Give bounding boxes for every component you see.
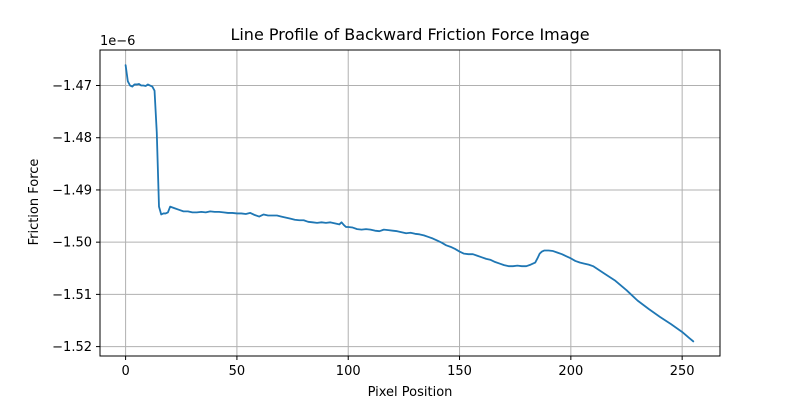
y-tick-label: −1.51: [52, 288, 92, 303]
y-tick-label: −1.49: [52, 183, 92, 198]
x-tick-label: 200: [558, 364, 583, 379]
series-line: [124, 64, 695, 343]
y-tick-label: −1.47: [52, 79, 92, 94]
x-tick-label: 150: [447, 364, 472, 379]
y-axis-label: Friction Force: [27, 159, 42, 246]
x-axis-label: Pixel Position: [368, 385, 453, 400]
plot-area-frame: [99, 49, 721, 357]
y-axis-offset-label: 1e−6: [100, 34, 135, 49]
grid: [100, 50, 720, 356]
x-tick-label: 50: [229, 364, 246, 379]
x-tick-label: 0: [121, 364, 129, 379]
y-tick-label: −1.52: [52, 340, 92, 355]
x-tick-label: 250: [670, 364, 695, 379]
y-tick-label: −1.48: [52, 131, 92, 146]
axis-ticks: 0 50 100 150 200 250 −1.47 −1.48 −1.49 −1.50 −1.51…: [52, 79, 694, 379]
y-tick-label: −1.50: [52, 236, 92, 251]
x-tick-label: 100: [336, 364, 361, 379]
chart-title: Line Profile of Backward Friction Force …: [230, 25, 589, 44]
